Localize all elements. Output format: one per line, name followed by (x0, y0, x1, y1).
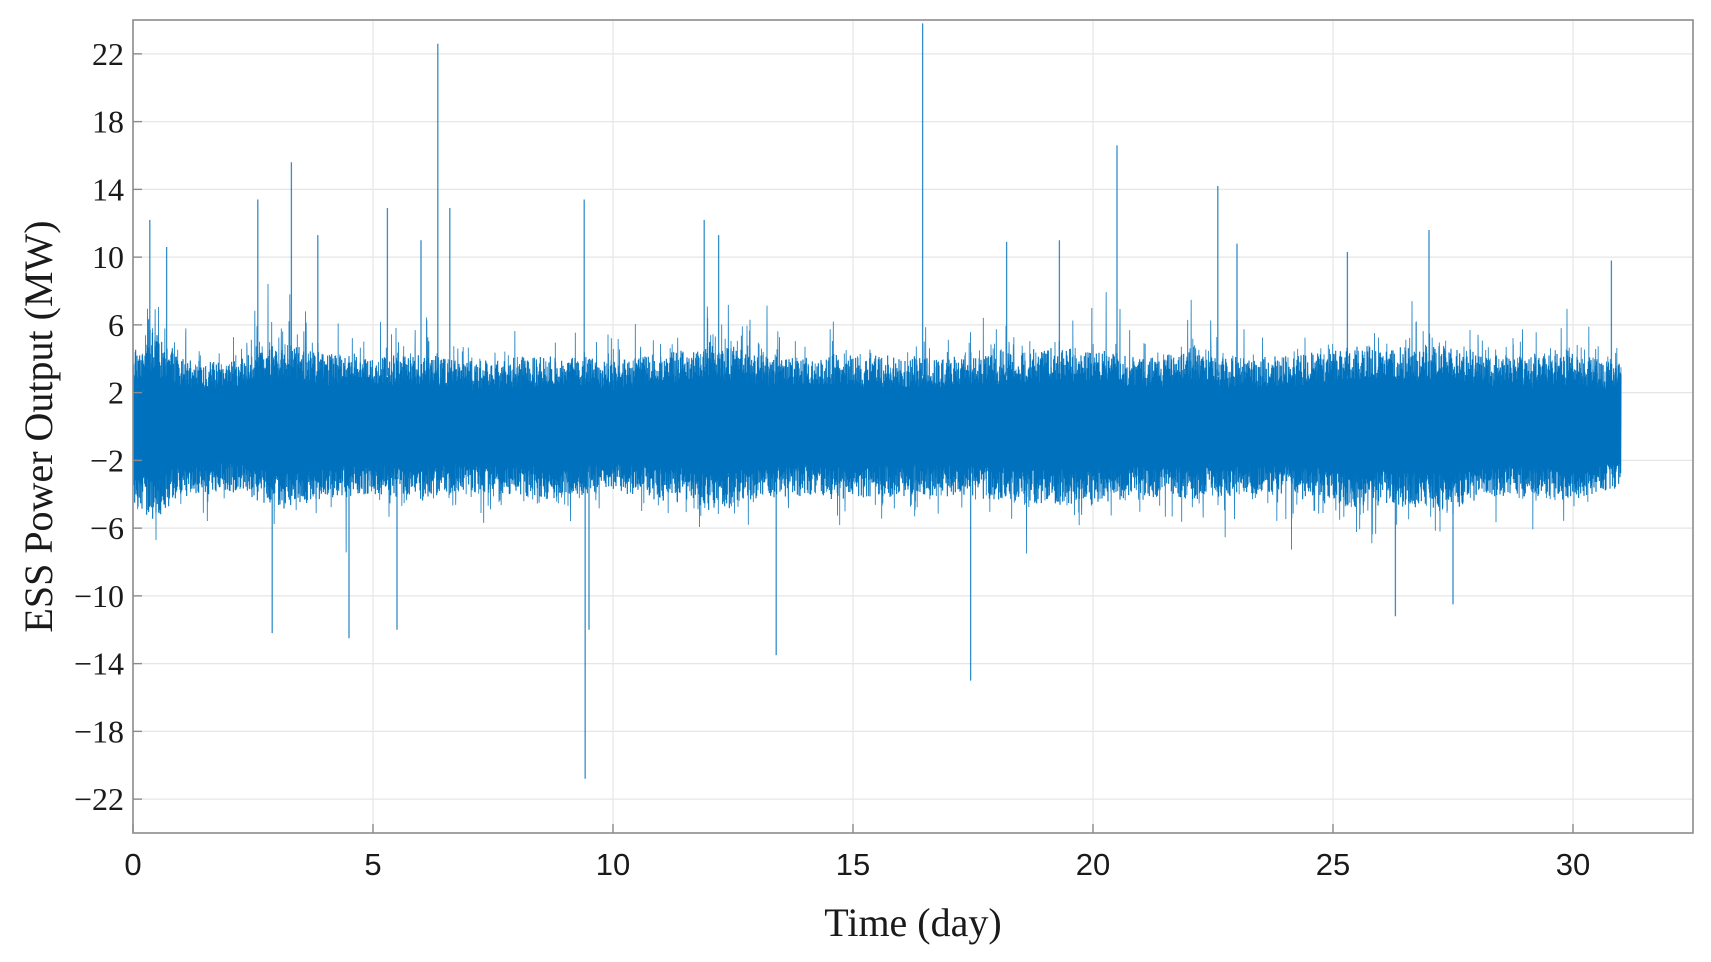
y-tick-label: −18 (74, 713, 124, 749)
x-tick-label: 5 (364, 847, 381, 882)
y-axis-title: ESS Power Output (MW) (16, 220, 61, 632)
y-tick-label: 6 (108, 307, 124, 343)
x-tick-label: 20 (1076, 847, 1110, 882)
y-axis-tick-labels: 22 18 14 10 6 2 −2 −6 −10 −14 −18 −22 (74, 36, 124, 817)
y-tick-label: 18 (92, 104, 124, 140)
x-tick-label: 15 (836, 847, 870, 882)
y-tick-label: −22 (74, 781, 124, 817)
x-tick-label: 0 (124, 847, 141, 882)
y-tick-label: −2 (90, 442, 124, 478)
y-tick-label: −6 (90, 510, 124, 546)
power-output-core (132, 332, 1622, 519)
y-tick-label: −14 (74, 646, 124, 682)
data-series (132, 23, 1622, 779)
y-tick-label: 14 (92, 171, 124, 207)
axis-ticks (132, 53, 1574, 833)
x-axis-tick-labels: 0 5 10 15 20 25 30 (124, 847, 1590, 882)
plot-frame (132, 19, 1694, 834)
x-axis-title: Time (day) (824, 900, 1001, 945)
y-tick-label: 2 (108, 375, 124, 411)
x-tick-label: 25 (1316, 847, 1350, 882)
y-tick-label: 10 (92, 239, 124, 275)
x-tick-label: 30 (1556, 847, 1590, 882)
y-tick-label: 22 (92, 36, 124, 72)
y-tick-label: −10 (74, 578, 124, 614)
grid (132, 20, 1693, 833)
x-tick-label: 10 (596, 847, 630, 882)
